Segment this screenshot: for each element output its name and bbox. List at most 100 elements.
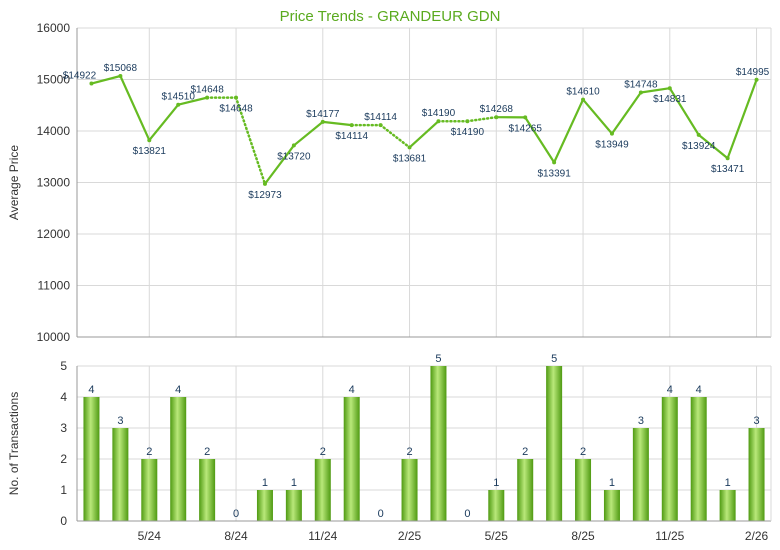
price-data-label: $13471 [711,164,745,175]
transaction-bar-label: 4 [88,384,94,396]
transaction-bar-label: 2 [204,446,210,458]
transaction-bar [343,397,360,521]
transaction-bar-label: 2 [146,446,152,458]
transactions-y-tick-label: 4 [60,390,67,404]
price-line-segment [726,78,758,160]
transaction-bar-label: 4 [349,384,355,396]
transaction-bar [719,490,736,521]
price-data-label: $13720 [277,151,311,162]
price-y-tick-label: 11000 [38,279,71,293]
x-tick-label: 5/25 [485,529,509,543]
transaction-bar-label: 4 [175,384,181,396]
price-data-label: $14648 [219,104,253,115]
price-data-label: $14610 [566,87,600,98]
price-data-label: $13821 [133,146,167,157]
price-point [89,81,94,86]
price-line-segment [639,87,671,94]
transactions-y-tick-label: 0 [60,514,67,528]
price-point [523,115,528,120]
price-panel: 10000 11000 12000 13000 14000 15000 16000 Avera… [7,21,772,344]
transaction-bar-label: 1 [725,477,731,489]
transaction-bar-label: 4 [696,384,702,396]
price-y-tick-label: 16000 [37,21,71,35]
transaction-bar [401,459,418,521]
price-y-axis-title: Average Price [7,145,21,220]
transaction-bar-label: 3 [638,415,644,427]
chart-title: Price Trends - GRANDEUR GDN [280,8,501,25]
price-point [118,73,123,78]
transaction-bar-label: 5 [435,353,441,365]
x-tick-label: 8/25 [571,529,595,543]
transaction-bar [748,428,765,521]
transaction-bar [546,366,563,521]
price-line-segment-dotted [234,96,267,186]
price-data-label: $15068 [104,63,138,74]
price-point [465,119,470,124]
price-data-label: $13949 [595,140,629,151]
transactions-y-tick-label: 5 [60,359,67,373]
price-line-segment [553,98,585,164]
transaction-bar [285,490,302,521]
price-data-label: $14114 [335,131,368,142]
price-y-tick-label: 12000 [37,227,71,241]
price-line-segment [524,116,556,164]
transaction-bar-label: 1 [493,477,499,489]
price-point [609,131,614,136]
price-line-segment [668,87,700,137]
price-line-segment [119,74,151,142]
price-point [494,115,499,120]
x-tick-label: 11/25 [655,529,684,543]
transaction-bar [575,459,592,521]
transaction-bar [170,397,187,521]
price-point [436,119,441,124]
price-line-segment [263,144,295,185]
price-point [378,123,383,128]
price-line-segment [697,133,729,160]
transaction-bar [517,459,534,521]
transaction-bar [430,366,447,521]
price-point [320,119,325,124]
price-point [754,77,759,82]
price-data-label: $14510 [162,92,196,103]
price-point [234,95,239,100]
x-tick-label: 2/26 [745,529,769,543]
transactions-y-axis-title: No. of Transactions [7,392,21,495]
transactions-y-tick-label: 1 [60,483,67,497]
transaction-bar-label: 4 [667,384,673,396]
price-data-label: $14748 [624,79,658,90]
transactions-y-tick-label: 2 [60,452,67,466]
price-data-label: $12973 [248,190,282,201]
price-y-tick-label: 10000 [37,330,71,344]
transaction-bar-label: 1 [291,477,297,489]
price-data-label: $14190 [422,108,456,119]
price-data-label: $13391 [537,168,571,179]
transactions-y-tick-label: 3 [60,421,67,435]
price-point [725,156,730,161]
transaction-bar-label: 0 [233,508,239,520]
transaction-bar [199,459,216,521]
price-point [176,102,181,107]
price-data-label: $14114 [364,112,397,123]
transaction-bar-label: 1 [609,477,615,489]
price-point [552,160,557,165]
transaction-bar [112,428,129,521]
price-line-segment [292,120,324,147]
price-data-label: $14995 [736,67,770,78]
transaction-bar-label: 2 [320,446,326,458]
price-data-label: $14831 [653,94,687,105]
transactions-plot-area [77,366,771,521]
price-line-segment [610,91,642,135]
price-data-label: $13681 [393,153,427,164]
transaction-bar-label: 2 [406,446,412,458]
price-line-segment-dotted [466,115,498,123]
transaction-bar-label: 3 [753,415,759,427]
price-point [291,143,296,148]
transaction-bar [488,490,505,521]
transaction-bar-label: 1 [262,477,268,489]
price-point [407,145,412,150]
price-y-tick-label: 15000 [37,73,71,87]
price-line-segment [581,98,614,135]
price-data-label: $14648 [190,85,224,96]
price-point [262,181,267,186]
